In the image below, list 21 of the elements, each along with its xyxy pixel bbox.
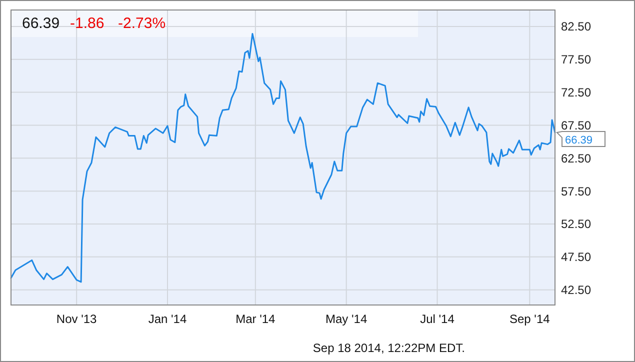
x-tick-label: Sep '14 (510, 312, 550, 326)
x-tick-label: May '14 (326, 312, 368, 326)
y-tick-label: 67.50 (561, 118, 592, 132)
annotation: -1.86 (70, 15, 104, 32)
annotation: 66.39 (22, 15, 60, 32)
y-tick-label: 82.50 (561, 20, 592, 34)
annotation: 66.39 (565, 134, 593, 146)
annotation: -2.73% (118, 15, 166, 32)
line-series (10, 32, 556, 283)
y-tick-label: 77.50 (561, 52, 592, 67)
x-tick-label: Jul '14 (420, 312, 455, 326)
text: Sep 18 2014, 12:22PM EDT. (312, 341, 465, 355)
y-tick-label: 57.50 (561, 184, 592, 198)
x-tick-label: Mar '14 (236, 312, 276, 326)
y-tick-label: 52.50 (561, 217, 592, 232)
x-tick-label: Nov '13 (56, 312, 98, 326)
y-tick-label: 72.50 (561, 86, 592, 100)
x-tick-label: Jan '14 (148, 312, 187, 326)
y-tick-label: 62.50 (561, 151, 592, 166)
y-tick-label: 42.50 (561, 283, 592, 298)
y-tick-label: 47.50 (561, 250, 592, 264)
